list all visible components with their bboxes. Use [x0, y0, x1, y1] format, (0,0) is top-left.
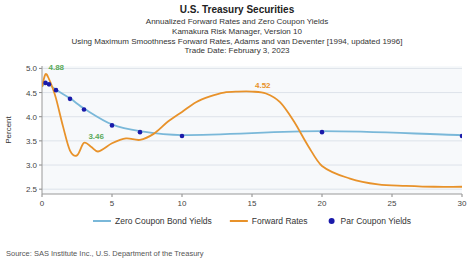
legend-swatch	[93, 220, 111, 222]
tick-label: 3.0	[26, 161, 38, 170]
point	[110, 123, 115, 128]
tick-label: 2.5	[26, 185, 38, 194]
x-axis	[42, 194, 462, 195]
legend-swatch	[230, 220, 248, 222]
source: Source: SAS Institute Inc., U.S. Departm…	[6, 249, 204, 258]
legend-swatch	[329, 218, 335, 224]
subtitle: Trade Date: February 3, 2023	[184, 46, 290, 55]
grid-line	[42, 165, 462, 166]
tick-label: 10	[178, 199, 187, 208]
point	[138, 130, 143, 135]
point	[460, 134, 462, 139]
grid-line	[42, 68, 462, 69]
plot-marks	[42, 74, 462, 187]
plot-background	[42, 66, 462, 194]
subtitle: Kamakura Risk Manager, Version 10	[172, 27, 302, 36]
tick-label: 5.0	[26, 64, 38, 73]
line	[42, 83, 462, 135]
annotation: 4.88	[49, 63, 65, 72]
subtitle: Using Maximum Smoothness Forward Rates, …	[72, 37, 403, 46]
grid-line	[42, 116, 462, 117]
annotation: 3.46	[88, 132, 104, 141]
annotation: 4.52	[255, 81, 271, 90]
y-axis-label: Percent	[4, 115, 13, 143]
legend-label: Par Coupon Yields	[341, 216, 411, 226]
point	[320, 130, 325, 135]
legend: Zero Coupon Bond Yields Forward Rates Par …	[93, 216, 411, 226]
tick-label: 25	[388, 199, 397, 208]
tick-label: 20	[318, 199, 327, 208]
tick-label: 5	[110, 199, 115, 208]
legend-label: Forward Rates	[252, 216, 308, 226]
point	[47, 82, 52, 87]
subtitle: Annualized Forward Rates and Zero Coupon…	[146, 17, 328, 26]
tick-label: 4.5	[26, 89, 38, 98]
point	[54, 88, 59, 93]
point	[180, 134, 185, 139]
grid-line	[42, 140, 462, 141]
chart: U.S. Treasury Securities Annualized Forwa…	[0, 0, 474, 266]
tick-label: 3.5	[26, 137, 38, 146]
point	[82, 107, 87, 112]
tick-label: 0	[40, 199, 45, 208]
tick-label: 30	[458, 199, 467, 208]
legend-label: Zero Coupon Bond Yields	[115, 216, 212, 226]
point	[68, 97, 73, 102]
line	[42, 74, 462, 187]
tick-label: 15	[248, 199, 257, 208]
title: U.S. Treasury Securities	[180, 4, 295, 15]
grid-line	[42, 189, 462, 190]
tick-label: 4.0	[26, 113, 38, 122]
